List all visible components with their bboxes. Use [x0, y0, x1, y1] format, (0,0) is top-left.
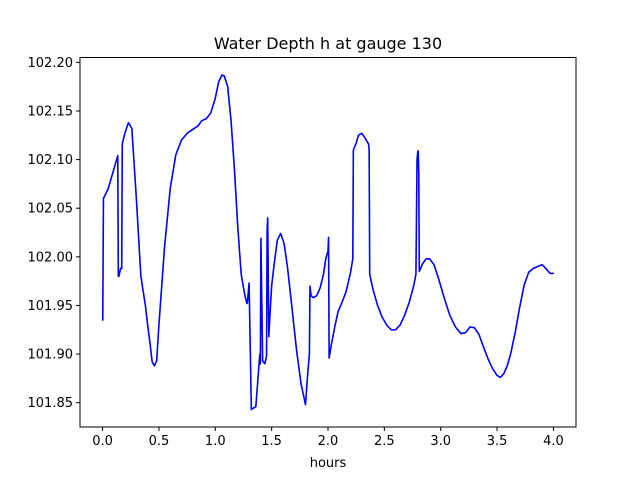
x-tick-label: 3.5 — [487, 434, 508, 449]
y-axis-ticks: 101.85 101.90 101.95 102.00 102.05 102.10 102.… — [28, 56, 80, 411]
x-tick-label: 3.0 — [430, 434, 451, 449]
y-tick-label: 102.20 — [28, 56, 74, 71]
y-tick-label: 102.00 — [28, 250, 74, 265]
x-tick-label: 2.5 — [374, 434, 395, 449]
y-tick-label: 101.95 — [28, 299, 74, 314]
y-tick-label: 102.10 — [28, 153, 74, 168]
chart-title: Water Depth h at gauge 130 — [214, 34, 442, 53]
x-axis-label: hours — [310, 456, 347, 471]
x-tick-label: 0.0 — [92, 434, 113, 449]
x-tick-label: 0.5 — [149, 434, 170, 449]
x-tick-label: 2.0 — [318, 434, 339, 449]
x-tick-label: 4.0 — [543, 434, 564, 449]
y-tick-label: 101.85 — [28, 396, 74, 411]
x-tick-label: 1.0 — [205, 434, 226, 449]
axes-frame — [79, 57, 577, 428]
series-line-0 — [101, 74, 555, 411]
y-tick-label: 102.15 — [28, 104, 74, 119]
y-tick-label: 102.05 — [28, 202, 74, 217]
x-axis-ticks: 0.0 0.5 1.0 1.5 2.0 2.5 3.0 3.5 4.0 — [92, 427, 564, 449]
plot-area — [101, 74, 555, 411]
x-tick-label: 1.5 — [261, 434, 282, 449]
y-tick-label: 101.90 — [28, 348, 74, 363]
